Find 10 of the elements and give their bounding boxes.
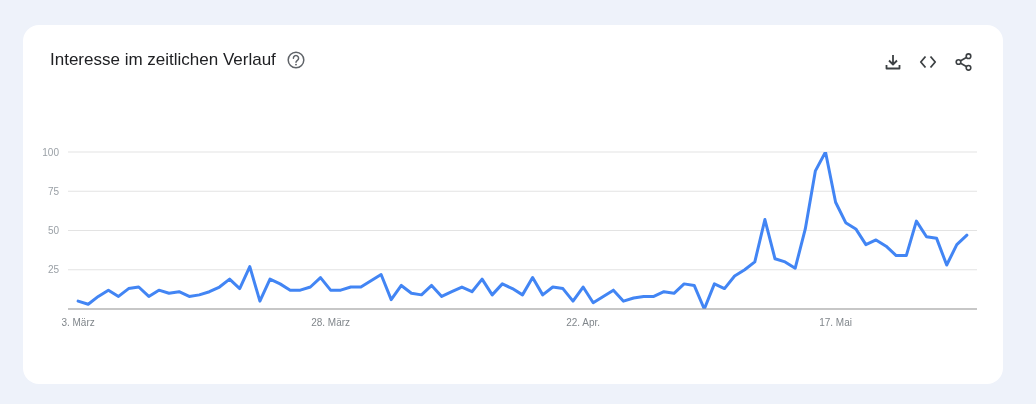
y-tick-label: 50: [47, 225, 60, 237]
x-tick-label: 22. Apr.: [566, 317, 601, 329]
line-series: [76, 152, 969, 309]
x-tick-label: 17. Mai: [819, 317, 852, 329]
chart-title: Interesse im zeitlichen Verlauf: [50, 49, 276, 71]
y-tick-label: 25: [47, 264, 60, 276]
y-tick-label: 100: [42, 146, 60, 158]
y-tick-label: 75: [47, 185, 60, 197]
x-tick-label: 28. März: [311, 317, 351, 329]
x-tick-label: 3. März: [61, 317, 95, 329]
